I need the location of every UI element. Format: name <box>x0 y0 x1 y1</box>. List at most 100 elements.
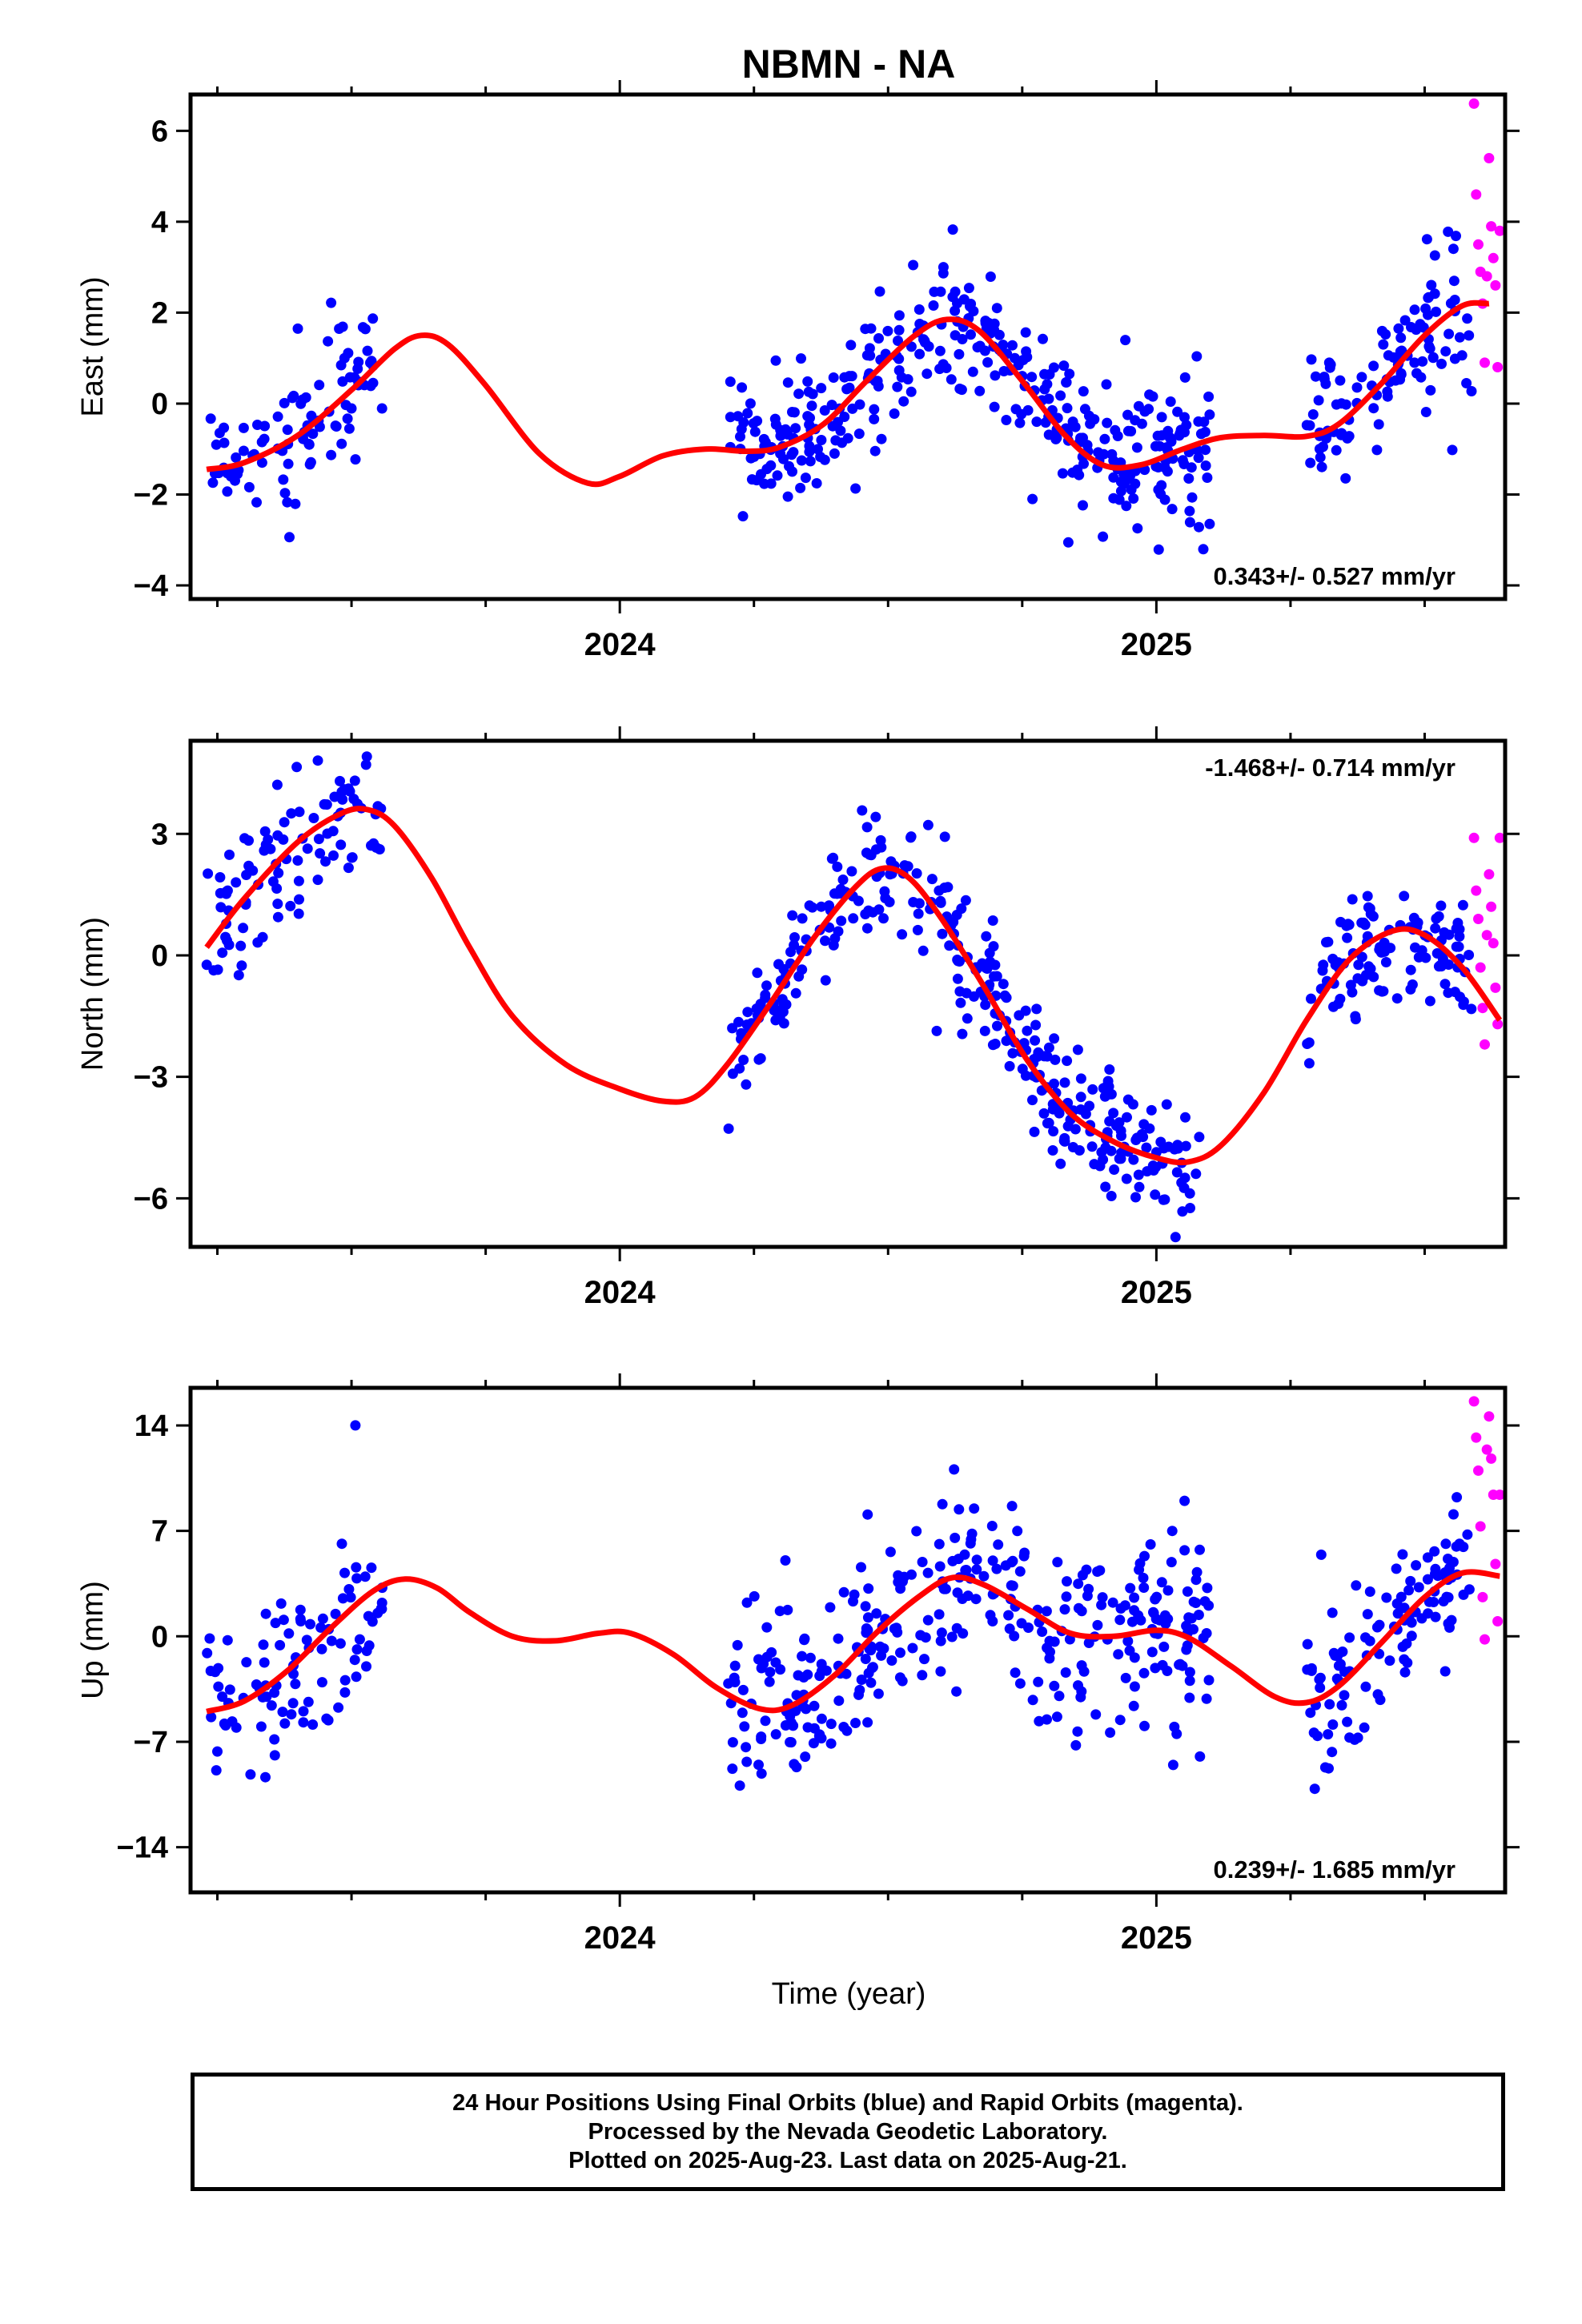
final-orbit-point <box>1029 1126 1040 1137</box>
final-orbit-point <box>833 1695 845 1707</box>
final-orbit-point <box>361 751 372 762</box>
final-orbit-point <box>263 834 274 845</box>
final-orbit-point <box>954 348 965 360</box>
rapid-orbit-point <box>1468 1396 1480 1407</box>
final-orbit-point <box>1431 948 1443 959</box>
final-orbit-point <box>921 368 933 380</box>
final-orbit-point <box>885 1546 896 1558</box>
final-orbit-point <box>922 819 934 830</box>
final-orbit-point <box>741 1756 753 1767</box>
final-orbit-point <box>787 910 798 921</box>
final-orbit-point <box>1410 942 1420 953</box>
final-orbit-point <box>1356 917 1367 928</box>
final-orbit-point <box>892 1626 903 1638</box>
final-orbit-point <box>217 947 228 959</box>
final-orbit-point <box>245 1769 256 1780</box>
final-orbit-point <box>827 420 838 432</box>
final-orbit-point <box>1170 1232 1181 1243</box>
x-tick-label: 2025 <box>1121 627 1192 662</box>
final-orbit-point <box>1034 1715 1045 1727</box>
final-orbit-point <box>1027 1695 1038 1706</box>
final-orbit-point <box>876 433 887 444</box>
final-orbit-point <box>1167 1759 1178 1771</box>
final-orbit-point <box>1448 1509 1459 1520</box>
final-orbit-point <box>937 1498 948 1510</box>
final-orbit-point <box>896 372 907 383</box>
final-orbit-point <box>876 842 887 853</box>
final-orbit-point <box>1343 919 1354 930</box>
final-orbit-point <box>1161 1099 1172 1110</box>
final-orbit-point <box>1412 917 1423 928</box>
final-orbit-point <box>865 1645 877 1656</box>
final-orbit-point <box>935 1635 946 1647</box>
final-orbit-point <box>848 913 859 924</box>
panel-east-yticks: −4 −2 0 2 4 6 <box>134 115 1520 603</box>
panel-up-rate-label: 0.239+/- 1.685 mm/yr <box>1214 1856 1456 1884</box>
final-orbit-point <box>756 1663 767 1674</box>
final-orbit-point <box>982 357 994 368</box>
final-orbit-point <box>802 1669 813 1680</box>
final-orbit-point <box>790 1705 801 1716</box>
rapid-orbit-point <box>1494 1490 1505 1500</box>
final-orbit-point <box>1191 1168 1202 1180</box>
final-orbit-point <box>898 396 909 407</box>
final-orbit-point <box>1407 979 1418 990</box>
final-orbit-point <box>1372 1689 1383 1700</box>
final-orbit-point <box>863 1583 874 1594</box>
final-orbit-point <box>1061 1591 1072 1602</box>
final-orbit-point <box>258 1639 269 1651</box>
final-orbit-point <box>354 1634 365 1645</box>
rapid-orbit-point <box>1488 938 1499 949</box>
final-orbit-point <box>889 408 900 419</box>
final-orbit-point <box>820 975 831 986</box>
final-orbit-point <box>344 786 355 797</box>
final-orbit-point <box>1440 1538 1452 1550</box>
final-orbit-point <box>998 340 1009 351</box>
final-orbit-point <box>1108 472 1119 483</box>
final-orbit-point <box>293 908 304 919</box>
final-orbit-point <box>1324 1699 1335 1710</box>
final-orbit-point <box>1047 1145 1058 1156</box>
final-orbit-point <box>1420 407 1431 417</box>
final-orbit-point <box>307 1719 319 1730</box>
final-orbit-point <box>335 1638 346 1649</box>
final-orbit-point <box>1138 1667 1150 1679</box>
final-orbit-point <box>1342 1716 1353 1727</box>
final-orbit-point <box>282 497 293 508</box>
final-orbit-point <box>782 491 793 502</box>
final-orbit-point <box>892 381 903 392</box>
final-orbit-point <box>917 1670 928 1681</box>
y-tick-label: 0 <box>151 939 168 973</box>
final-orbit-point <box>295 398 307 409</box>
final-orbit-point <box>1331 399 1342 410</box>
final-orbit-point <box>360 759 371 770</box>
final-orbit-point <box>1150 1161 1162 1172</box>
final-orbit-point <box>1351 1580 1362 1591</box>
final-orbit-point <box>1171 1728 1182 1739</box>
final-orbit-point <box>1431 913 1442 924</box>
final-orbit-point <box>781 999 792 1010</box>
final-orbit-point <box>1411 1560 1422 1571</box>
final-orbit-point <box>1301 420 1312 431</box>
final-orbit-point <box>1166 504 1178 515</box>
final-orbit-point <box>1128 1700 1139 1711</box>
final-orbit-point <box>224 1684 235 1695</box>
final-orbit-point <box>789 407 800 418</box>
final-orbit-point <box>793 388 805 400</box>
final-orbit-point <box>1342 932 1353 943</box>
final-orbit-point <box>233 970 244 981</box>
final-orbit-point <box>339 1687 351 1698</box>
final-orbit-point <box>272 899 283 910</box>
rapid-orbit-point <box>1471 885 1482 896</box>
final-orbit-point <box>1089 414 1100 425</box>
final-orbit-point <box>1435 900 1447 911</box>
final-orbit-point <box>1429 1546 1440 1557</box>
y-tick-label: 0 <box>151 388 168 421</box>
final-orbit-point <box>908 897 919 907</box>
rapid-orbit-point <box>1481 1444 1492 1455</box>
final-orbit-point <box>1031 416 1042 428</box>
final-orbit-point <box>1042 1642 1053 1654</box>
final-orbit-point <box>937 928 948 939</box>
final-orbit-point <box>1424 995 1435 1007</box>
final-orbit-point <box>1114 1715 1126 1726</box>
